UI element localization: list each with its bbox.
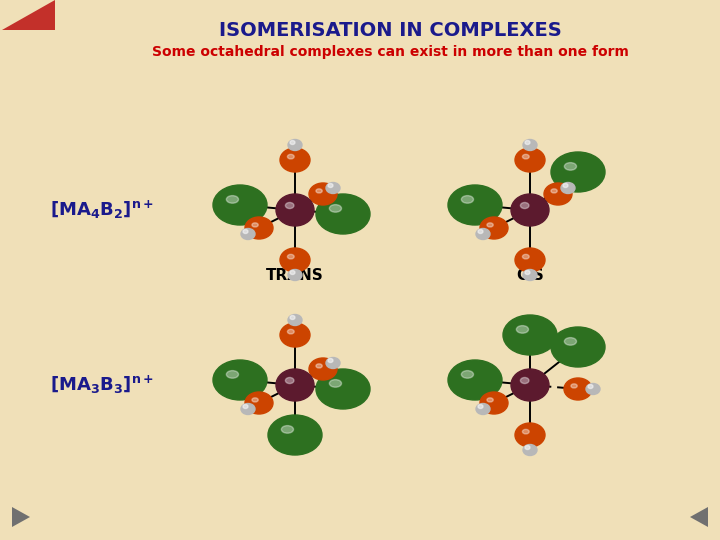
Ellipse shape [288, 314, 302, 326]
Ellipse shape [328, 359, 333, 362]
Ellipse shape [280, 248, 310, 272]
Ellipse shape [316, 364, 323, 368]
Ellipse shape [243, 230, 248, 233]
Ellipse shape [280, 323, 310, 347]
Ellipse shape [480, 392, 508, 414]
Ellipse shape [525, 271, 530, 274]
Ellipse shape [252, 223, 258, 227]
Ellipse shape [478, 404, 483, 408]
Ellipse shape [476, 228, 490, 240]
Polygon shape [12, 507, 30, 527]
Ellipse shape [326, 357, 340, 368]
Text: $\mathbf{[MA_4B_2]^{n+}}$: $\mathbf{[MA_4B_2]^{n+}}$ [50, 199, 154, 221]
Text: Some octahedral complexes can exist in more than one form: Some octahedral complexes can exist in m… [152, 45, 629, 59]
Ellipse shape [551, 152, 605, 192]
Ellipse shape [316, 369, 370, 409]
Ellipse shape [309, 358, 337, 380]
Ellipse shape [243, 404, 248, 408]
Ellipse shape [241, 403, 255, 415]
Ellipse shape [515, 423, 545, 447]
Ellipse shape [525, 140, 530, 145]
Ellipse shape [288, 139, 302, 151]
Ellipse shape [478, 230, 483, 233]
Ellipse shape [521, 202, 529, 208]
Ellipse shape [487, 223, 493, 227]
Ellipse shape [329, 380, 341, 387]
Ellipse shape [523, 429, 529, 434]
Ellipse shape [282, 426, 294, 433]
Ellipse shape [213, 185, 267, 225]
Ellipse shape [525, 446, 530, 449]
Ellipse shape [523, 154, 529, 159]
Ellipse shape [487, 398, 493, 402]
Ellipse shape [290, 271, 295, 274]
Ellipse shape [523, 269, 537, 280]
Ellipse shape [480, 217, 508, 239]
Ellipse shape [515, 148, 545, 172]
Ellipse shape [276, 369, 314, 401]
Polygon shape [2, 0, 55, 30]
Ellipse shape [516, 326, 528, 333]
Ellipse shape [213, 360, 267, 400]
Ellipse shape [515, 248, 545, 272]
Text: CIS: CIS [516, 267, 544, 282]
Ellipse shape [511, 194, 549, 226]
Ellipse shape [588, 384, 593, 388]
Ellipse shape [280, 148, 310, 172]
Ellipse shape [285, 202, 294, 208]
Ellipse shape [329, 205, 341, 212]
Text: $\mathbf{[MA_3B_3]^{n+}}$: $\mathbf{[MA_3B_3]^{n+}}$ [50, 374, 154, 396]
Ellipse shape [309, 183, 337, 205]
Ellipse shape [503, 315, 557, 355]
Ellipse shape [287, 329, 294, 334]
Ellipse shape [285, 377, 294, 383]
Ellipse shape [523, 139, 537, 151]
Ellipse shape [586, 383, 600, 395]
Ellipse shape [523, 444, 537, 456]
Ellipse shape [462, 195, 474, 203]
Ellipse shape [564, 378, 592, 400]
Text: ISOMERISATION IN COMPLEXES: ISOMERISATION IN COMPLEXES [219, 21, 562, 39]
Ellipse shape [316, 194, 370, 234]
Ellipse shape [564, 338, 577, 345]
Ellipse shape [245, 217, 273, 239]
Ellipse shape [326, 183, 340, 193]
Ellipse shape [252, 398, 258, 402]
Ellipse shape [462, 370, 474, 378]
Text: TRANS: TRANS [266, 267, 324, 282]
Ellipse shape [316, 189, 323, 193]
Ellipse shape [287, 154, 294, 159]
Ellipse shape [551, 327, 605, 367]
Ellipse shape [561, 183, 575, 193]
Ellipse shape [551, 189, 557, 193]
Ellipse shape [476, 403, 490, 415]
Ellipse shape [226, 370, 238, 378]
Ellipse shape [448, 360, 502, 400]
Ellipse shape [571, 384, 577, 388]
Ellipse shape [564, 163, 577, 170]
Polygon shape [690, 507, 708, 527]
Ellipse shape [241, 228, 255, 240]
Ellipse shape [245, 392, 273, 414]
Ellipse shape [287, 254, 294, 259]
Ellipse shape [276, 194, 314, 226]
Ellipse shape [448, 185, 502, 225]
Ellipse shape [226, 195, 238, 203]
Ellipse shape [288, 269, 302, 280]
Ellipse shape [563, 184, 568, 187]
Ellipse shape [521, 377, 529, 383]
Ellipse shape [290, 140, 295, 145]
Ellipse shape [328, 184, 333, 187]
Ellipse shape [544, 183, 572, 205]
Ellipse shape [511, 369, 549, 401]
Ellipse shape [290, 315, 295, 320]
Ellipse shape [523, 254, 529, 259]
Ellipse shape [268, 415, 322, 455]
